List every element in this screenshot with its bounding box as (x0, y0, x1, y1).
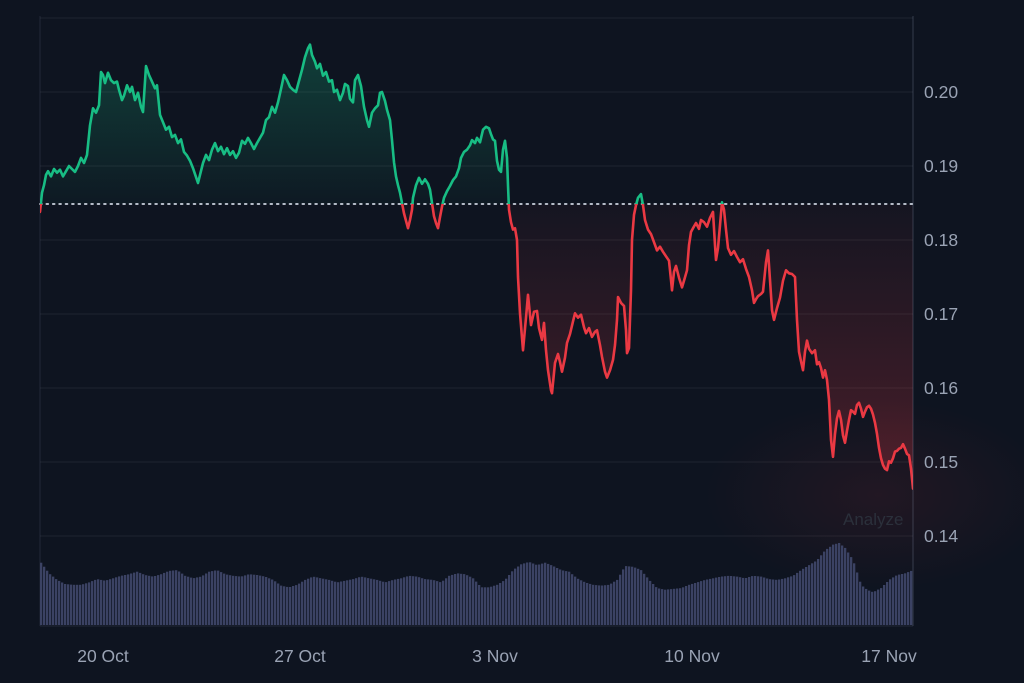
y-axis-label: 0.15 (924, 452, 959, 472)
x-axis-label: 3 Nov (472, 646, 518, 666)
price-line-up (40, 43, 724, 204)
price-line-down (40, 204, 913, 490)
price-fill-down (40, 204, 913, 489)
loss-glow (703, 400, 1024, 590)
y-axis-label: 0.17 (924, 304, 959, 324)
volume-bars (40, 543, 913, 626)
y-axis-label: 0.14 (924, 526, 959, 546)
x-axis-label: 20 Oct (77, 646, 129, 666)
y-axis-label: 0.19 (924, 156, 959, 176)
y-axis-label: 0.16 (924, 378, 959, 398)
x-axis-label: 17 Nov (861, 646, 917, 666)
y-axis-label: 0.20 (924, 82, 959, 102)
analyze-button[interactable]: Analyze (843, 510, 904, 529)
x-axis-label: 10 Nov (664, 646, 720, 666)
x-axis-label: 27 Oct (274, 646, 326, 666)
price-fill-up (40, 44, 913, 204)
y-axis-label: 0.18 (924, 230, 959, 250)
